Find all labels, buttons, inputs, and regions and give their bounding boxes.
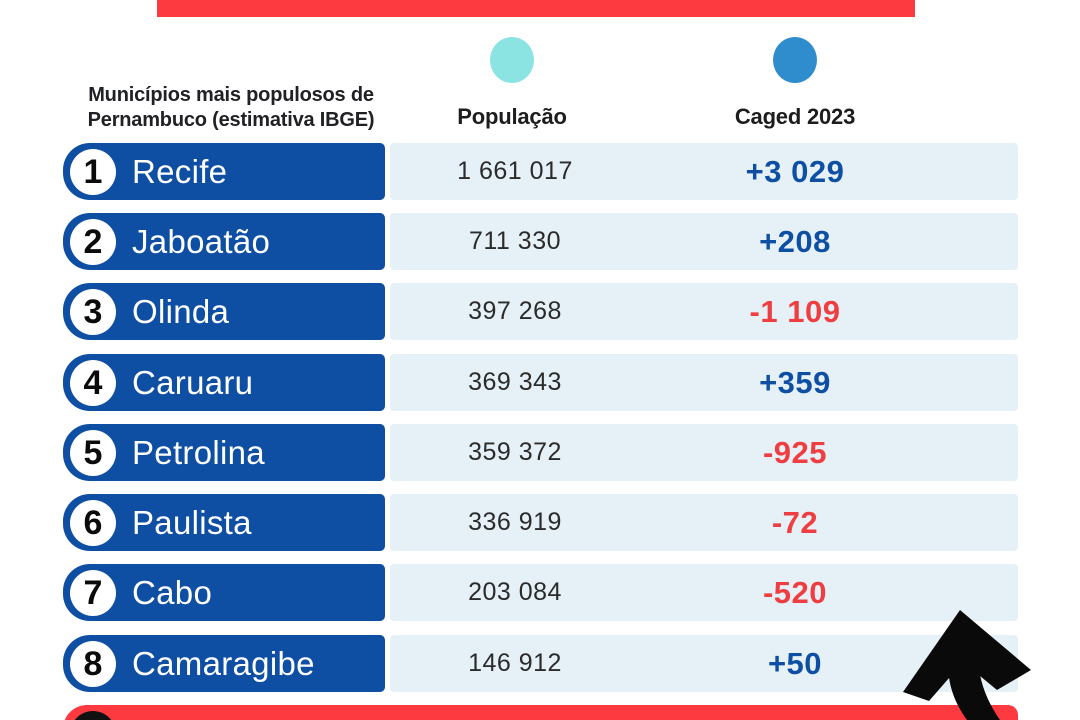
caged-legend-dot-icon [773,37,817,83]
municipality-pill: 5 Petrolina [63,424,385,481]
rank-badge: 5 [70,429,116,476]
row-values: 369 343 +359 [390,354,1018,411]
table-row: 5 Petrolina 359 372 -925 [63,424,1018,481]
rank-badge: 1 [70,148,116,195]
caged-value: +50 [767,645,823,681]
rank-badge: 9 [70,710,116,720]
population-value: 369 343 [468,368,562,396]
municipality-pill: 8 Camaragibe [63,635,385,692]
municipality-name: Recife [132,152,228,190]
caged-column-header: Caged 2023 [734,104,856,129]
rank-badge: 8 [70,640,116,687]
table-row: 8 Camaragibe 146 912 +50 [63,635,1018,692]
table-title-line2: Pernambuco (estimativa IBGE) [87,109,375,131]
municipality-pill: 4 Caruaru [63,354,385,411]
population-value: 203 084 [468,578,562,606]
population-value: 359 372 [468,438,562,466]
table-row-partial: 9 [63,705,1018,720]
population-value: 397 268 [468,297,562,325]
legend-caged: Caged 2023 [675,37,915,130]
municipality-pill: 2 Jaboatão [63,213,385,270]
municipality-name: Cabo [132,573,213,611]
rank-badge: 4 [70,359,116,406]
municipality-pill: 3 Olinda [63,283,385,340]
top-red-bar [157,0,915,17]
municipality-pill: 6 Paulista [63,494,385,551]
table-row: 2 Jaboatão 711 330 +208 [63,213,1018,270]
municipality-name: Olinda [132,292,230,330]
municipality-name: Camaragibe [132,644,315,682]
populacao-column-header: População [457,104,567,129]
caged-value: -72 [771,504,819,540]
caged-value: -925 [762,434,828,470]
legend-populacao: População [392,37,632,130]
row-values: 203 084 -520 [390,564,1018,621]
row-values: 397 268 -1 109 [390,283,1018,340]
municipality-name: Caruaru [132,363,254,401]
rank-badge: 7 [70,569,116,616]
table-row: 1 Recife 1 661 017 +3 029 [63,143,1018,200]
table-title-line1: Municípios mais populosos de [88,84,374,106]
populacao-legend-dot-icon [490,37,534,83]
table-row: 6 Paulista 336 919 -72 [63,494,1018,551]
population-value: 711 330 [468,227,561,255]
caged-value: -1 109 [749,293,841,329]
municipality-name: Jaboatão [132,222,271,260]
row-values: 336 919 -72 [390,494,1018,551]
caged-value: +208 [759,223,831,259]
caged-value: +3 029 [745,153,845,189]
municipality-name: Petrolina [132,433,265,471]
municipality-pill: 7 Cabo [63,564,385,621]
population-value: 336 919 [468,508,562,536]
rank-badge: 6 [70,499,116,546]
caged-value: -520 [762,574,828,610]
caged-value: +359 [759,364,831,400]
row-values: 359 372 -925 [390,424,1018,481]
table-row: 4 Caruaru 369 343 +359 [63,354,1018,411]
rank-badge: 3 [70,288,116,335]
municipality-name: Paulista [132,503,252,541]
row-values: 711 330 +208 [390,213,1018,270]
up-arrow-icon [903,610,1031,720]
municipality-pill-highlighted: 9 [63,705,1018,720]
row-values: 1 661 017 +3 029 [390,143,1018,200]
table-row: 3 Olinda 397 268 -1 109 [63,283,1018,340]
table-title: Municípios mais populosos de Pernambuco … [68,83,394,133]
rank-badge: 2 [70,218,116,265]
table-row: 7 Cabo 203 084 -520 [63,564,1018,621]
population-value: 1 661 017 [457,157,573,185]
population-value: 146 912 [468,649,562,677]
municipality-pill: 1 Recife [63,143,385,200]
